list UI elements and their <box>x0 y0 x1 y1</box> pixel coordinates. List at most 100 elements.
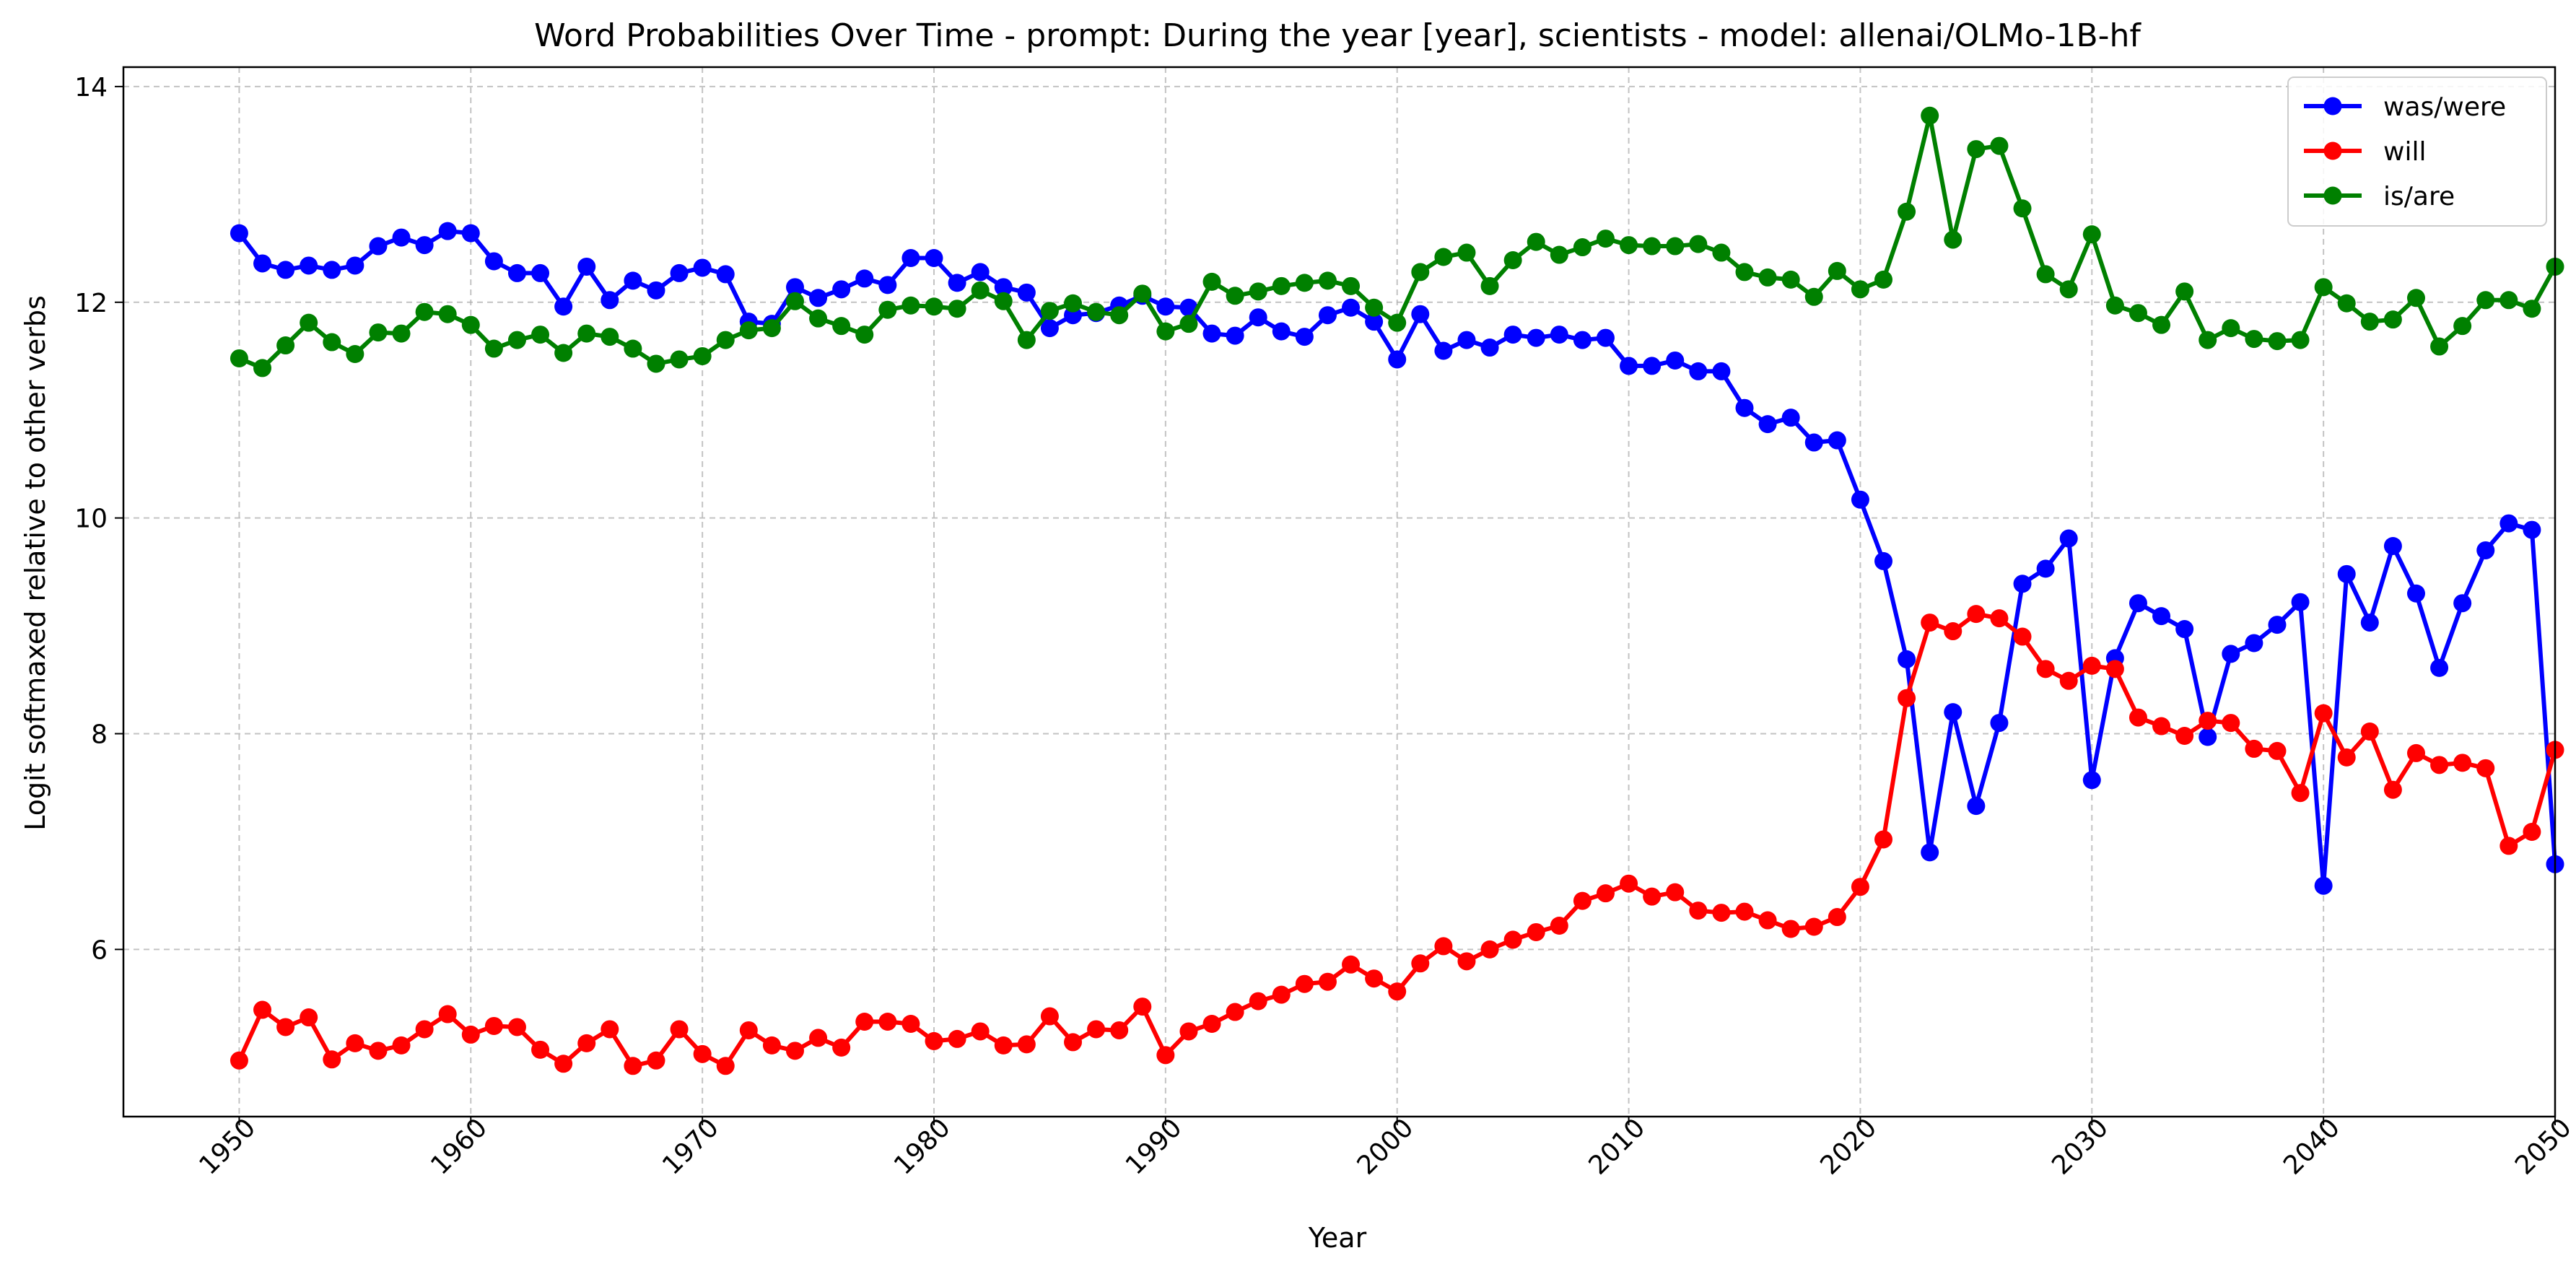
data-point-is-are <box>2360 313 2379 331</box>
x-axis-label: Year <box>1308 1222 1367 1254</box>
series-was-were <box>230 222 2564 895</box>
data-point-is-are <box>1851 280 1869 299</box>
data-point-was-were <box>647 281 665 300</box>
legend: was/were will is/are <box>2287 77 2547 227</box>
data-point-is-are <box>392 324 411 343</box>
data-point-was-were <box>1666 351 1685 370</box>
data-point-will <box>2383 780 2402 799</box>
data-point-was-were <box>832 280 851 299</box>
data-point-was-were <box>2222 645 2240 663</box>
data-point-is-are <box>925 297 943 316</box>
data-point-is-are <box>507 331 526 349</box>
data-point-is-are <box>994 292 1013 310</box>
data-point-is-are <box>809 309 828 328</box>
data-point-will <box>1781 920 1800 938</box>
data-point-will <box>2499 837 2518 855</box>
data-point-is-are <box>276 336 295 355</box>
data-point-is-are <box>415 302 434 321</box>
data-point-is-are <box>1874 270 1893 289</box>
data-point-was-were <box>323 261 341 279</box>
data-point-was-were <box>2036 559 2055 578</box>
data-point-will <box>739 1021 758 1039</box>
data-point-is-are <box>2199 331 2217 349</box>
data-point-will <box>1967 605 1986 624</box>
data-point-was-were <box>2082 771 2101 790</box>
data-point-was-were <box>1735 398 1754 417</box>
data-point-will <box>1434 937 1453 956</box>
data-point-will <box>1503 930 1522 949</box>
data-point-is-are <box>2383 310 2402 329</box>
data-point-is-are <box>2406 289 2425 307</box>
data-point-was-were <box>1202 324 1221 343</box>
data-point-is-are <box>739 321 758 340</box>
data-point-was-were <box>2337 564 2356 583</box>
data-point-was-were <box>2430 658 2449 677</box>
data-point-was-were <box>948 274 966 292</box>
data-point-was-were <box>1689 362 1708 380</box>
data-point-will <box>878 1012 897 1031</box>
data-point-is-are <box>1272 276 1291 295</box>
data-point-was-were <box>1040 319 1059 338</box>
data-point-was-were <box>1480 339 1499 357</box>
data-point-will <box>1272 985 1291 1004</box>
data-point-was-were <box>2453 594 2472 613</box>
data-point-is-are <box>2430 337 2449 356</box>
data-point-is-are <box>1110 306 1129 325</box>
y-tick-label: 8 <box>91 720 108 750</box>
legend-label: was/were <box>2383 92 2506 122</box>
data-point-will <box>670 1020 689 1039</box>
data-point-will <box>300 1008 318 1027</box>
data-point-was-were <box>1851 490 1869 509</box>
data-point-is-are <box>1388 313 1407 332</box>
data-point-will <box>1388 982 1407 1001</box>
data-point-is-are <box>2499 291 2518 310</box>
data-point-is-are <box>901 296 920 315</box>
data-point-will <box>1017 1035 1036 1054</box>
data-point-is-are <box>2268 332 2287 351</box>
data-point-will <box>323 1050 341 1069</box>
data-point-will <box>948 1029 966 1048</box>
data-point-was-were <box>1272 322 1291 341</box>
data-point-is-are <box>832 317 851 336</box>
data-point-was-were <box>2268 616 2287 634</box>
data-point-will <box>2406 743 2425 762</box>
plot-area-frame <box>122 66 2557 1118</box>
data-point-will <box>1898 689 1916 707</box>
data-point-will <box>2082 656 2101 675</box>
data-point-was-were <box>253 254 272 273</box>
data-point-is-are <box>2453 317 2472 336</box>
data-point-will <box>1550 917 1568 935</box>
data-point-is-are <box>2523 300 2541 318</box>
data-point-was-were <box>1758 415 1777 434</box>
data-point-is-are <box>1295 274 1314 292</box>
data-point-will <box>1411 954 1430 973</box>
data-point-is-are <box>1967 140 1986 159</box>
data-point-will <box>1874 830 1893 849</box>
data-point-will <box>1689 902 1708 920</box>
data-point-is-are <box>1411 263 1430 281</box>
data-point-will <box>577 1034 596 1052</box>
chart-title: Word Probabilities Over Time - prompt: D… <box>534 17 2141 54</box>
series-will <box>230 605 2564 1075</box>
data-point-will <box>925 1031 943 1050</box>
data-point-will <box>1110 1021 1129 1039</box>
data-point-was-were <box>601 291 619 310</box>
data-point-is-are <box>438 305 457 323</box>
data-point-is-are <box>1573 238 1592 257</box>
data-point-was-were <box>2476 541 2495 559</box>
data-point-was-were <box>1990 714 2009 733</box>
data-point-was-were <box>2152 607 2171 626</box>
data-point-was-were <box>554 297 573 316</box>
data-point-was-were <box>716 265 735 284</box>
data-point-is-are <box>2059 280 2078 299</box>
data-point-will <box>1133 998 1152 1016</box>
data-point-was-were <box>2360 614 2379 632</box>
data-point-will <box>369 1042 388 1060</box>
data-point-is-are <box>785 292 804 310</box>
data-point-will <box>1944 622 1962 641</box>
data-point-is-are <box>1226 287 1244 305</box>
data-point-was-were <box>1898 650 1916 668</box>
data-point-will <box>1156 1046 1175 1065</box>
data-point-is-are <box>1921 106 1939 125</box>
